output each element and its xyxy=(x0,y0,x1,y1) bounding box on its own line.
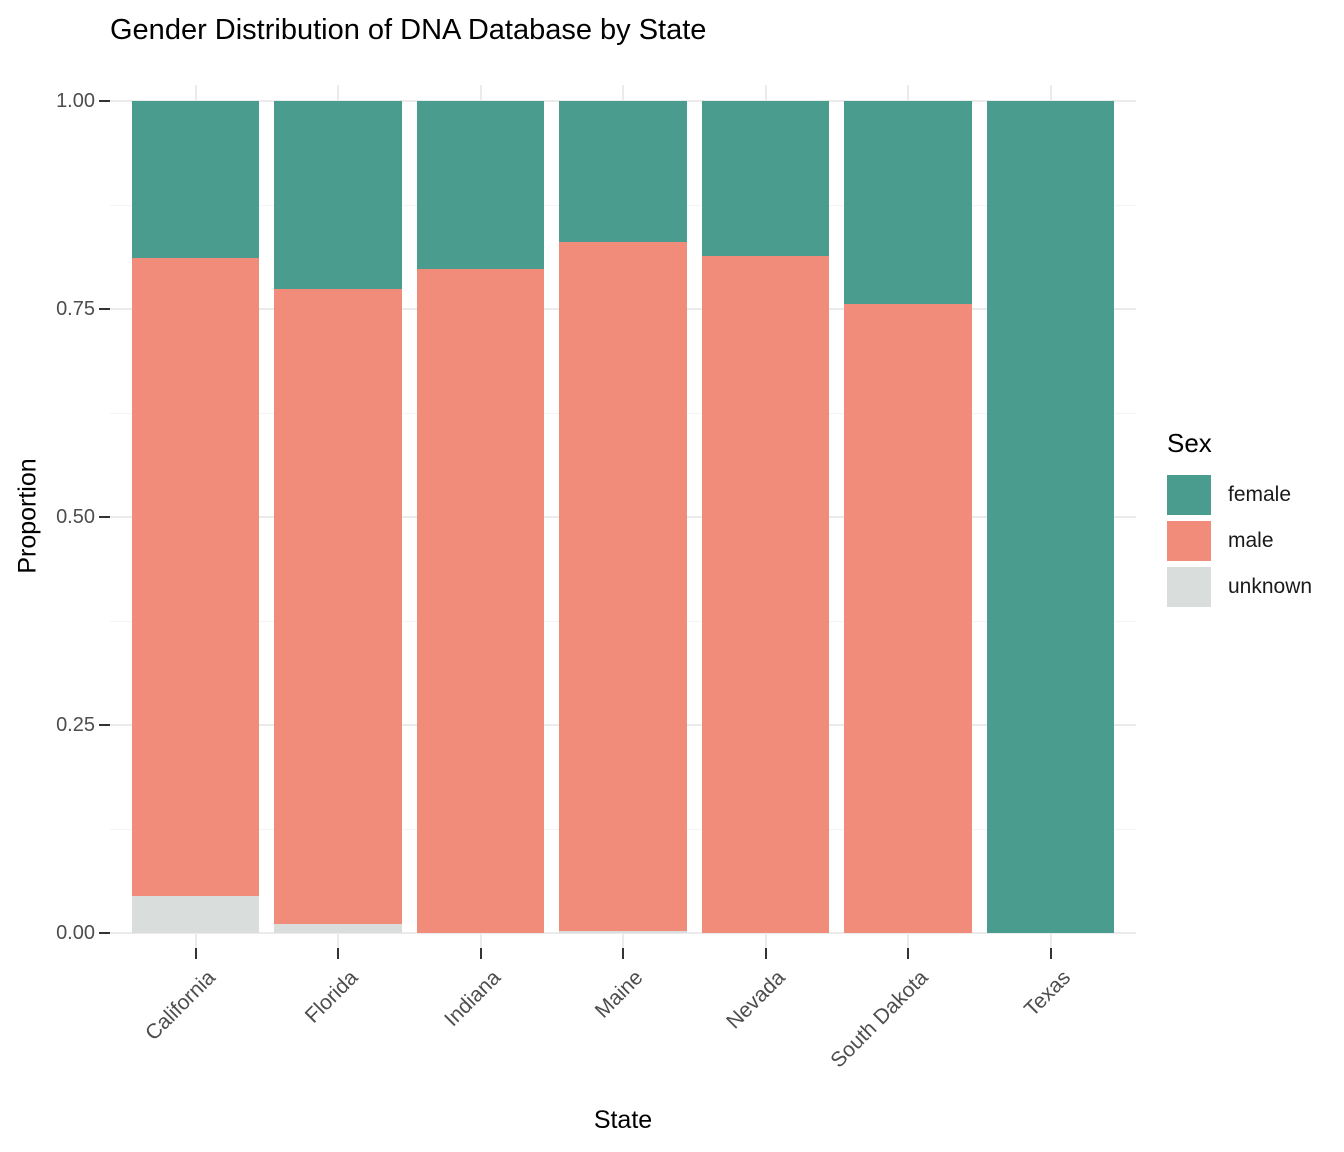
bar-segment-female xyxy=(131,101,260,259)
bar-segment-female xyxy=(844,101,972,304)
x-axis-tick xyxy=(337,948,339,959)
legend: Sex female male unknown xyxy=(1167,428,1312,613)
x-tick-label: Texas xyxy=(1019,966,1075,1022)
bar-segment-male xyxy=(274,289,402,924)
y-tick-label: 0.50 xyxy=(56,506,95,528)
legend-item-unknown: unknown xyxy=(1167,567,1312,607)
bar-segment-unknown xyxy=(131,895,260,933)
bar-segment-female xyxy=(274,101,402,290)
x-tick-label: Nevada xyxy=(722,966,790,1034)
bar-segment-female xyxy=(416,101,545,270)
y-tick-label: 0.75 xyxy=(56,298,95,320)
plot-panel xyxy=(110,85,1136,948)
x-tick-label: Maine xyxy=(590,966,648,1023)
x-tick-label: Florida xyxy=(300,966,363,1028)
x-axis-tick xyxy=(479,948,482,959)
chart-title: Gender Distribution of DNA Database by S… xyxy=(110,14,707,46)
x-tick-label: Indiana xyxy=(439,966,505,1031)
x-axis-tick xyxy=(194,948,197,959)
bar-segment-unknown xyxy=(274,923,402,933)
legend-swatch-unknown xyxy=(1167,567,1211,607)
x-axis-tick xyxy=(622,948,624,959)
legend-label-female: female xyxy=(1228,483,1292,506)
bar-segment-female xyxy=(701,101,830,256)
legend-item-female: female xyxy=(1167,475,1312,515)
y-axis-tick xyxy=(99,724,110,726)
y-tick-label: 0.00 xyxy=(56,922,95,944)
x-tick-label: California xyxy=(140,966,220,1045)
legend-title: Sex xyxy=(1167,428,1212,458)
y-tick-label: 0.25 xyxy=(56,714,95,736)
legend-item-male: male xyxy=(1167,521,1312,561)
bar-segment-male xyxy=(559,242,687,931)
y-axis-tick xyxy=(99,308,110,310)
bar-segment-female xyxy=(559,101,687,243)
x-axis-tick xyxy=(1049,948,1052,959)
x-axis-tick xyxy=(907,948,909,959)
legend-label-male: male xyxy=(1228,529,1274,552)
bar-segment-male xyxy=(131,258,260,896)
legend-swatch-male xyxy=(1167,521,1211,561)
y-tick-label: 1.00 xyxy=(56,90,95,112)
x-axis-title: State xyxy=(593,1106,653,1134)
y-axis-tick xyxy=(99,932,110,934)
y-axis-title: Proportion xyxy=(13,458,42,574)
legend-swatch-female xyxy=(1167,475,1211,515)
y-axis-tick xyxy=(99,516,110,518)
legend-label-unknown: unknown xyxy=(1228,575,1313,598)
x-tick-label: South Dakota xyxy=(826,966,933,1073)
bar-segment-female xyxy=(986,101,1115,933)
bar-segment-male xyxy=(844,304,972,933)
y-axis-tick xyxy=(99,100,110,102)
x-axis-tick xyxy=(764,948,767,959)
bar-segment-male xyxy=(416,269,545,933)
bar-segment-male xyxy=(701,255,830,933)
bar-segment-unknown xyxy=(559,930,687,933)
